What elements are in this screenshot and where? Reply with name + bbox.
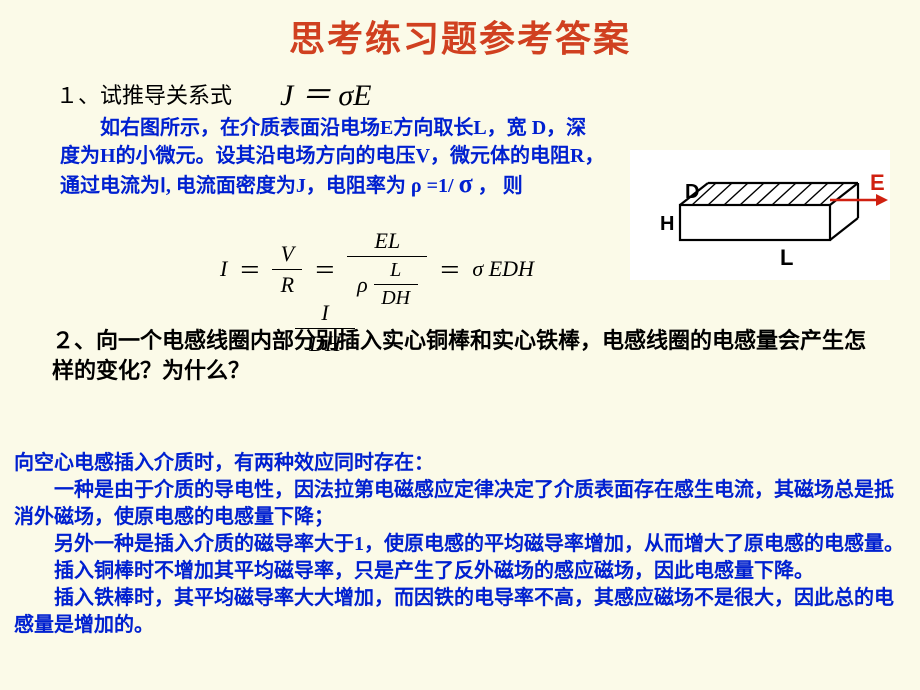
page-title: 思考练习题参考答案 (0, 10, 920, 62)
eq-1: ＝ (239, 253, 261, 285)
ans-l2: 一种是由于介质的导电性，因法拉第电磁感应定律决定了介质表面存在感生电流，其磁场总… (14, 479, 894, 528)
box-diagram: D H L E (630, 150, 890, 280)
p1-H: H (100, 145, 116, 167)
p1-V: V (416, 145, 430, 167)
deriv-DH: DH (374, 287, 418, 310)
question-1: １、试推导关系式 (56, 78, 232, 110)
derivation-equation: I ＝ V R ＝ EL ρ L DH ＝ σ EDH (220, 228, 580, 338)
paragraph-1: 如右图所示，在介质表面沿电场E方向取长L，宽 D，深度为H的小微元。设其沿电场方… (60, 114, 605, 200)
tail-top: I (295, 300, 355, 326)
question-2: ２、向一个电感线圈内部分别插入实心铜棒和实心铁棒，电感线圈的电感量会产生怎样的变… (52, 326, 872, 386)
p1-E: E (380, 117, 393, 139)
answer-2: 向空心电感插入介质时，有两种效应同时存在： 一种是由于介质的导电性，因法拉第电磁… (14, 450, 906, 639)
deriv-V: V (272, 241, 302, 267)
p1-b: 方向取长 (393, 117, 473, 139)
ans-l4: 插入铜棒时不增加其平均磁导率，只是产生了反外磁场的感应磁场，因此电感量下降。 (54, 560, 814, 582)
eq-2: ＝ (314, 253, 336, 285)
ans-l3: 另外一种是插入介质的磁导率大于1，使原电感的平均磁导率增加，从而增大了原电感的电… (54, 533, 904, 555)
q1-number: １、 (56, 83, 100, 108)
equation-main: J ＝ σE (280, 70, 371, 114)
p1-c: ，宽 (487, 117, 527, 139)
ans-l5: 插入铁棒时，其平均磁导率大大增加，而因铁的电导率不高，其感应磁场不是很大，因此总… (14, 587, 894, 636)
deriv-result: σ EDH (472, 256, 534, 282)
label-E: E (870, 170, 885, 195)
deriv-EL: EL (347, 228, 427, 254)
slide-page: 思考练习题参考答案 １、试推导关系式 J ＝ σE 如右图所示，在介质表面沿电场… (0, 0, 920, 690)
p1-f: ，微元体的电阻 (430, 145, 570, 167)
deriv-R: R (272, 272, 302, 298)
p1-L: L (473, 117, 486, 139)
p1-h: ， 则 (473, 175, 523, 197)
label-H: H (660, 213, 674, 235)
sigma-symbol: σ (459, 169, 473, 198)
label-D: D (685, 181, 699, 203)
p1-e: 的小微元。设其沿电场方向的电压 (116, 145, 416, 167)
deriv-I: I (220, 256, 227, 282)
deriv-rho: ρ (357, 272, 368, 298)
deriv-L: L (374, 259, 418, 282)
label-L: L (780, 245, 793, 270)
ans-l1: 向空心电感插入介质时，有两种效应同时存在： (14, 452, 434, 474)
p1-a: 如右图所示，在介质表面沿电场 (100, 117, 380, 139)
eq-3: ＝ (439, 253, 461, 285)
q1-text: 试推导关系式 (100, 83, 232, 108)
p1-R: R (570, 145, 584, 167)
p1-D: D (532, 117, 546, 139)
